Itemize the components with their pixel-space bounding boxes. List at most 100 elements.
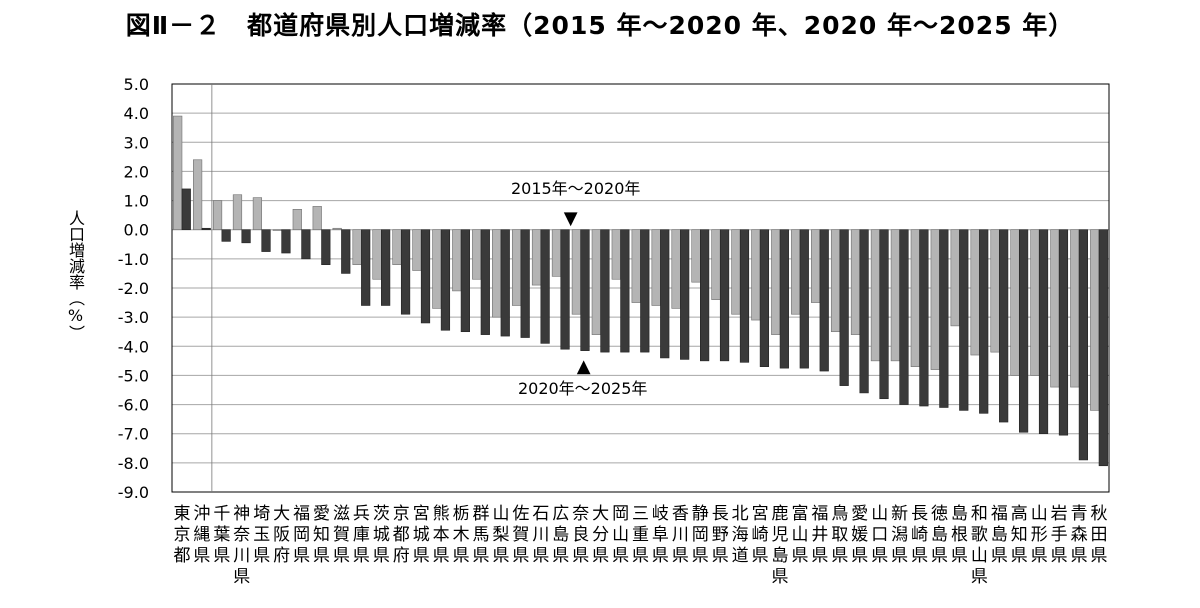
bar-series2 (680, 229, 690, 360)
y-tick-label: -4.0 (118, 337, 149, 356)
bar-series2 (480, 229, 490, 335)
bar-series2 (939, 229, 949, 408)
bar-series1 (930, 229, 940, 370)
y-axis-label: 人口増減率（%） (66, 210, 85, 341)
category-label: 兵庫県 (353, 504, 370, 566)
bar-series1 (551, 229, 562, 277)
bar-series1 (811, 229, 821, 303)
category-label: 長野県 (712, 504, 729, 566)
bar-series1 (372, 229, 382, 280)
y-tick-label: -7.0 (118, 425, 149, 444)
bar-series1 (691, 229, 701, 283)
bar-series1 (212, 200, 223, 231)
plot-area-border (171, 83, 1110, 493)
category-label: 愛媛県 (851, 504, 868, 566)
category-label: 佐賀県 (512, 504, 529, 566)
bar-series1 (252, 197, 263, 231)
y-tick-label: 3.0 (124, 133, 149, 152)
category-label: 京都府 (393, 504, 410, 566)
bar-series1 (731, 229, 741, 315)
bar-series1 (711, 229, 721, 300)
bar-series1 (193, 159, 203, 231)
bar-series1 (830, 229, 841, 333)
bar-series2 (839, 229, 849, 386)
category-label: 山形県 (1031, 504, 1048, 566)
category-label: 埼玉県 (253, 504, 270, 566)
bar-series1 (671, 229, 681, 309)
y-tick-label: 2.0 (124, 162, 149, 181)
bar-series2 (580, 229, 590, 351)
y-tick-label: -1.0 (118, 250, 149, 269)
bar-series2 (261, 229, 271, 252)
bar-series1 (392, 229, 402, 265)
y-tick-label: -9.0 (118, 483, 149, 502)
bar-series2 (859, 229, 869, 394)
annotation-label-2015-2020: 2015年～2020年 (511, 179, 640, 198)
bar-series2 (1018, 229, 1029, 433)
bar-series1 (412, 229, 422, 271)
bar-series1 (332, 227, 342, 231)
bar-series2 (899, 229, 909, 405)
bar-series2 (520, 229, 530, 338)
bar-series2 (620, 229, 630, 353)
bar-series2 (221, 229, 231, 242)
bar-series2 (1098, 229, 1108, 467)
bar-series2 (739, 229, 750, 363)
bar-series2 (979, 229, 989, 414)
bar-series2 (400, 229, 411, 315)
bar-series1 (791, 229, 801, 315)
bar-series2 (500, 229, 510, 337)
page-title: 図Ⅱ－２ 都道府県別人口増減率（2015 年～2020 年、2020 年～202… (125, 11, 1075, 40)
y-tick-label: -8.0 (118, 454, 149, 473)
category-label: 熊本県 (433, 504, 450, 566)
bar-series1 (531, 229, 542, 286)
category-label: 石川県 (532, 504, 549, 566)
bar-series1 (611, 229, 621, 280)
y-tick-label: 5.0 (124, 75, 149, 94)
bar-series2 (440, 229, 451, 331)
bar-series2 (1058, 229, 1069, 436)
category-label: 沖縄県 (193, 504, 210, 566)
category-label: 宮城県 (413, 504, 430, 566)
category-label: 新潟県 (891, 504, 908, 566)
category-label: 秋田県 (1091, 504, 1108, 566)
category-label: 滋賀県 (333, 504, 350, 566)
bar-series1 (571, 229, 581, 315)
bar-series2 (201, 227, 211, 231)
bar-series1 (870, 229, 881, 362)
bar-series2 (719, 229, 730, 362)
bar-series1 (771, 229, 781, 335)
bar-series2 (420, 229, 431, 324)
category-label: 島根県 (951, 504, 968, 566)
bar-series1 (1030, 229, 1040, 376)
bar-series1 (472, 229, 482, 280)
bar-series2 (181, 188, 191, 231)
category-label: 山口県 (871, 504, 888, 566)
bar-series1 (272, 229, 282, 231)
y-tick-label: 1.0 (124, 192, 149, 211)
bar-series1 (910, 229, 920, 367)
category-label: 富山県 (791, 504, 808, 566)
bar-series1 (950, 229, 960, 327)
bar-series1 (292, 209, 302, 231)
category-label: 香川県 (672, 504, 689, 566)
bar-series2 (341, 229, 351, 274)
category-label: 福井県 (811, 504, 828, 566)
category-label: 大分県 (592, 504, 609, 566)
bar-series2 (321, 229, 331, 265)
category-label: 福島県 (991, 504, 1008, 566)
bar-series2 (1078, 229, 1088, 461)
bar-series1 (232, 194, 243, 231)
bar-series2 (819, 229, 829, 372)
category-label: 群馬県 (473, 504, 490, 566)
bar-series2 (241, 229, 251, 244)
category-label: 和歌山県 (971, 504, 988, 587)
category-label: 広島県 (552, 504, 569, 566)
bar-series2 (1038, 229, 1049, 435)
category-label: 青森県 (1071, 504, 1088, 566)
category-label: 東京都 (173, 504, 190, 566)
category-label: 栃木県 (453, 504, 470, 566)
bar-series1 (1050, 229, 1060, 388)
bar-series2 (799, 229, 809, 369)
